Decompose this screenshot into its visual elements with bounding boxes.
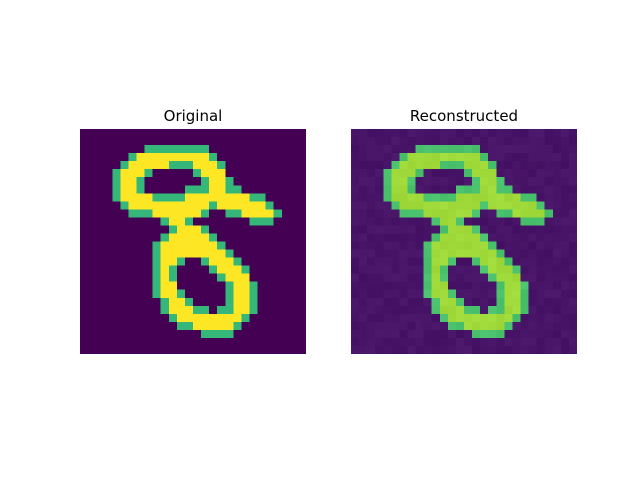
original-panel: Original: [80, 103, 306, 354]
reconstructed-title: Reconstructed: [409, 107, 519, 125]
reconstructed-panel: Reconstructed: [351, 103, 577, 354]
original-digit-image: [80, 129, 306, 354]
reconstructed-digit-image: [351, 129, 577, 354]
original-title: Original: [163, 107, 223, 125]
